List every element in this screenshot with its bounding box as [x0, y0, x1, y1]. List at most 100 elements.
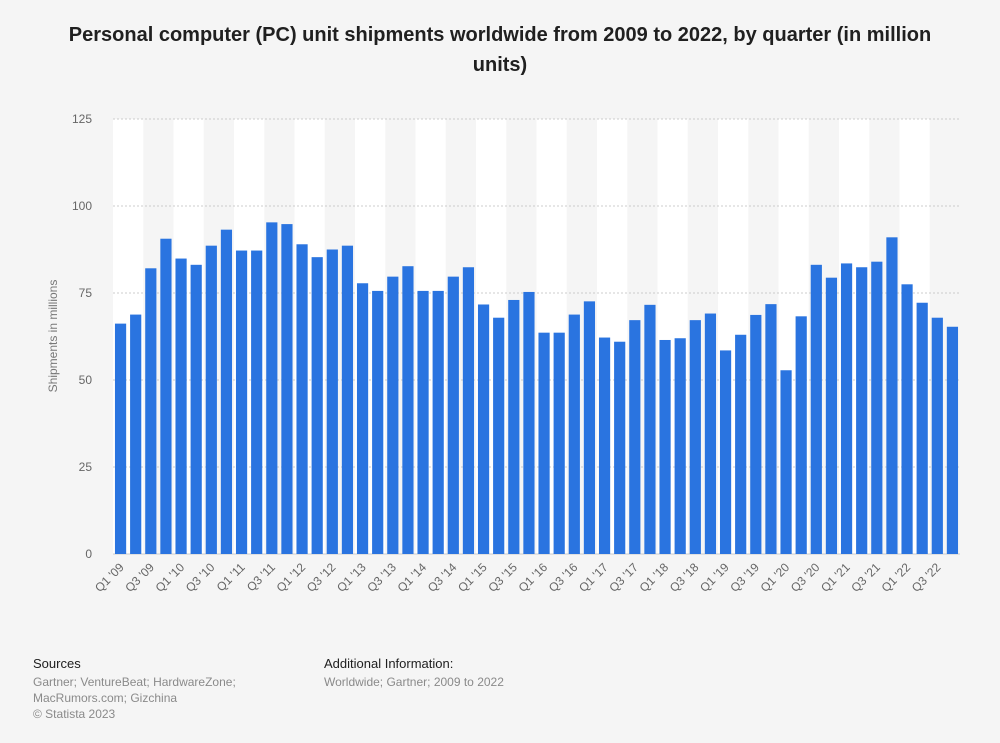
y-tick-label: 0: [85, 547, 92, 561]
bar[interactable]: [432, 290, 444, 554]
x-tick-label: Q1 '11: [214, 560, 248, 594]
bar[interactable]: [190, 264, 202, 554]
x-tick-label: Q3 '19: [727, 560, 762, 595]
y-axis-ticks: 0 25 50 75 100 125: [72, 112, 92, 561]
bar[interactable]: [659, 339, 671, 554]
bar[interactable]: [871, 261, 883, 554]
sources-line: Gartner; VentureBeat; HardwareZone;: [33, 675, 236, 689]
bar[interactable]: [795, 316, 807, 554]
x-tick-label: Q3 '20: [788, 560, 823, 595]
bar[interactable]: [856, 267, 868, 554]
bar[interactable]: [326, 249, 338, 555]
bar[interactable]: [220, 229, 233, 554]
x-tick-label: Q1 '09: [92, 560, 127, 595]
y-axis-title: Shipments in millions: [46, 280, 60, 393]
bar[interactable]: [205, 245, 217, 554]
y-tick-label: 75: [79, 286, 93, 300]
bar[interactable]: [311, 257, 323, 554]
y-tick-label: 100: [72, 199, 92, 213]
bar[interactable]: [674, 338, 686, 554]
chart-title: Personal computer (PC) unit shipments wo…: [68, 24, 932, 76]
bar[interactable]: [750, 314, 762, 554]
x-tick-label: Q3 '13: [364, 560, 399, 595]
bar[interactable]: [719, 350, 732, 554]
x-tick-label: Q3 '22: [909, 560, 944, 595]
bar[interactable]: [629, 320, 641, 554]
bars: [114, 222, 959, 555]
bar[interactable]: [931, 317, 943, 554]
sources-block: Sources Gartner; VentureBeat; HardwareZo…: [33, 656, 283, 722]
bar[interactable]: [916, 302, 928, 554]
bar[interactable]: [160, 238, 172, 554]
bar[interactable]: [553, 332, 565, 554]
x-tick-label: Q1 '18: [637, 560, 672, 595]
bar[interactable]: [568, 314, 580, 554]
bar[interactable]: [417, 290, 429, 554]
sources-heading: Sources: [33, 656, 81, 671]
bar[interactable]: [780, 370, 792, 554]
bar[interactable]: [356, 283, 369, 554]
additional-info-block: Additional Information: Worldwide; Gartn…: [324, 656, 624, 690]
bar[interactable]: [462, 267, 475, 554]
bar[interactable]: [235, 250, 248, 554]
x-tick-label: Q1 '17: [576, 560, 611, 595]
bar[interactable]: [296, 244, 308, 554]
x-tick-label: Q1 '12: [274, 560, 309, 595]
y-tick-label: 125: [72, 112, 92, 126]
bar[interactable]: [114, 323, 127, 554]
bar[interactable]: [145, 268, 157, 554]
bar[interactable]: [402, 266, 414, 554]
additional-info-line: Worldwide; Gartner; 2009 to 2022: [324, 675, 504, 689]
x-tick-label: Q3 '17: [606, 560, 641, 595]
bar[interactable]: [341, 245, 354, 554]
x-tick-label: Q1 '14: [395, 560, 430, 595]
bar[interactable]: [266, 222, 278, 554]
x-tick-label: Q3 '10: [183, 560, 218, 595]
background-bands: [113, 119, 930, 554]
bar[interactable]: [175, 258, 187, 554]
bar[interactable]: [614, 341, 626, 554]
x-tick-label: Q1 '22: [879, 560, 914, 595]
bar[interactable]: [704, 313, 717, 554]
bar[interactable]: [583, 301, 596, 554]
bar[interactable]: [251, 250, 263, 554]
y-tick-label: 50: [79, 373, 93, 387]
additional-info-heading: Additional Information:: [324, 656, 454, 671]
bar[interactable]: [538, 332, 550, 554]
bar[interactable]: [825, 277, 838, 554]
bar[interactable]: [946, 326, 959, 554]
bar[interactable]: [281, 224, 293, 554]
x-tick-label: Q3 '12: [304, 560, 339, 595]
x-tick-label: Q1 '20: [758, 560, 793, 595]
bar[interactable]: [523, 291, 535, 554]
x-tick-label: Q3 '09: [122, 560, 157, 595]
y-tick-label: 25: [79, 460, 93, 474]
x-tick-label: Q3 '15: [485, 560, 520, 595]
x-tick-label: Q3 '18: [667, 560, 702, 595]
bar[interactable]: [886, 237, 898, 554]
bar[interactable]: [508, 299, 520, 554]
x-tick-label: Q3 '11: [244, 560, 278, 594]
bar[interactable]: [130, 314, 142, 554]
x-tick-label: Q3 '16: [546, 560, 581, 595]
bar[interactable]: [765, 304, 777, 554]
bar[interactable]: [477, 304, 490, 554]
x-tick-label: Q1 '13: [334, 560, 369, 595]
bar[interactable]: [447, 276, 459, 554]
x-tick-label: Q1 '16: [516, 560, 551, 595]
bar[interactable]: [493, 317, 505, 554]
bar[interactable]: [644, 304, 656, 554]
bar[interactable]: [598, 337, 611, 554]
bar[interactable]: [810, 264, 822, 554]
x-tick-label: Q1 '10: [153, 560, 188, 595]
bar[interactable]: [840, 263, 853, 554]
x-tick-label: Q1 '21: [818, 560, 853, 595]
bar[interactable]: [735, 334, 747, 554]
x-tick-label: Q3 '14: [425, 560, 460, 595]
bar[interactable]: [901, 284, 913, 554]
bar[interactable]: [387, 276, 399, 554]
x-tick-label: Q1 '19: [697, 560, 732, 595]
bar[interactable]: [689, 320, 701, 554]
bar[interactable]: [372, 290, 384, 554]
